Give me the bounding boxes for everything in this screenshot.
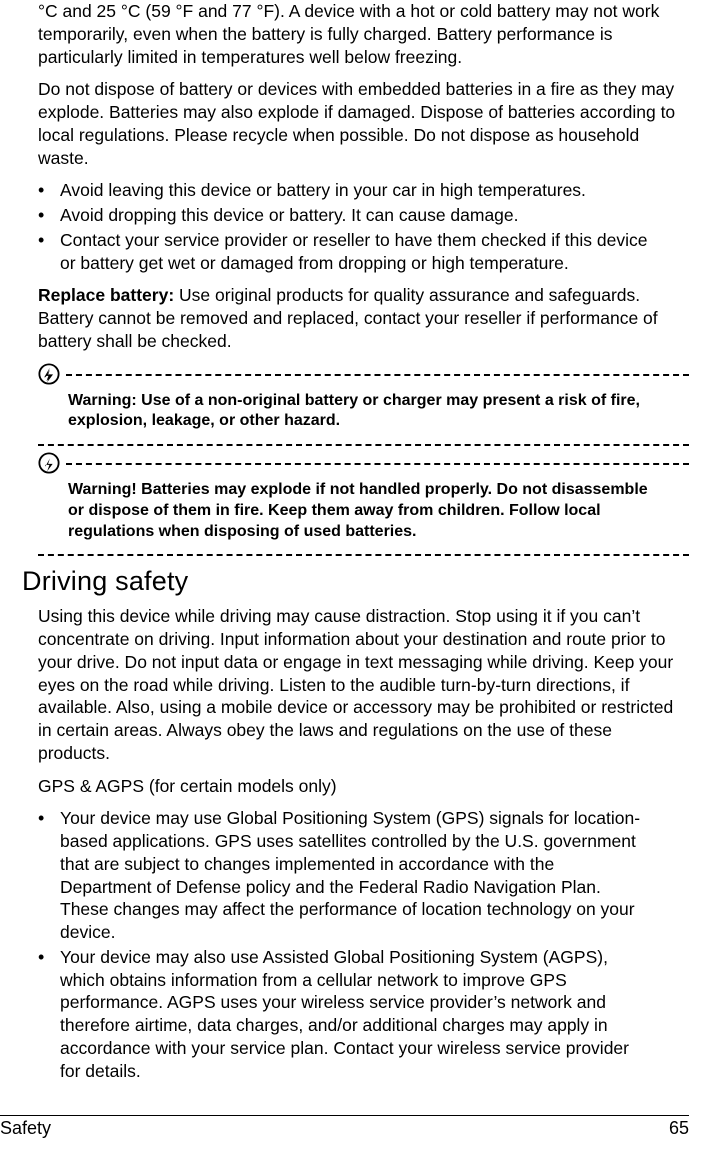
dashed-divider	[38, 444, 689, 446]
warning-text: Warning: Use of a non-original battery o…	[38, 385, 689, 439]
bullet-list: Your device may use Global Positioning S…	[22, 807, 689, 1082]
replace-battery-paragraph: Replace battery: Use original products f…	[22, 284, 689, 352]
warning-box: Warning! Batteries may explode if not ha…	[38, 452, 689, 556]
list-item: Contact your service provider or reselle…	[38, 229, 689, 275]
dashed-divider	[38, 554, 689, 556]
replace-battery-label: Replace battery:	[38, 285, 179, 305]
list-item: Avoid leaving this device or battery in …	[38, 179, 689, 202]
warning-header	[38, 452, 689, 474]
page-content: °C and 25 °C (59 °F and 77 °F). A device…	[22, 0, 689, 1082]
dashed-divider	[66, 463, 689, 465]
footer-page-number: 65	[669, 1118, 689, 1139]
warning-text: Warning! Batteries may explode if not ha…	[38, 474, 689, 548]
list-item: Avoid dropping this device or battery. I…	[38, 204, 689, 227]
bullet-list: Avoid leaving this device or battery in …	[22, 179, 689, 274]
warning-icon	[38, 452, 60, 474]
section-heading: Driving safety	[22, 566, 689, 597]
page-footer: Safety 65	[0, 1115, 689, 1139]
list-item: Your device may use Global Positioning S…	[38, 807, 689, 944]
dashed-divider	[66, 374, 689, 376]
paragraph: GPS & AGPS (for certain models only)	[22, 775, 689, 798]
paragraph: Do not dispose of battery or devices wit…	[22, 78, 689, 169]
warning-header	[38, 363, 689, 385]
list-item: Your device may also use Assisted Global…	[38, 946, 689, 1083]
paragraph: Using this device while driving may caus…	[22, 605, 689, 764]
warning-icon	[38, 363, 60, 385]
footer-section-label: Safety	[0, 1118, 51, 1139]
paragraph: °C and 25 °C (59 °F and 77 °F). A device…	[22, 0, 689, 68]
warning-box: Warning: Use of a non-original battery o…	[38, 363, 689, 447]
